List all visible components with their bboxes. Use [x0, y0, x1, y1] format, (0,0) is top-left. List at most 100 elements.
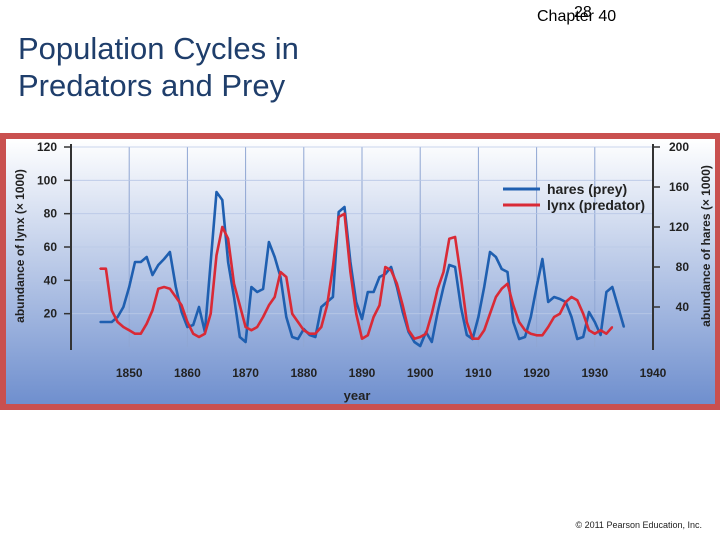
hares-data-point	[273, 256, 276, 258]
lynx-data-point	[483, 329, 486, 332]
hares-data-point	[460, 306, 462, 308]
lynx-data-point	[320, 326, 323, 328]
hares-data-point	[238, 336, 241, 338]
hares-series-line	[100, 190, 626, 348]
hares-data-point	[198, 306, 200, 308]
y-axis-label-left: abundance of lynx (× 1000)	[13, 169, 27, 323]
lynx-data-point	[163, 286, 166, 288]
lynx-data-point	[500, 287, 503, 290]
lynx-data-point	[442, 271, 445, 273]
lynx-data-point	[425, 332, 427, 335]
hares-data-point	[506, 271, 509, 273]
hares-data-point	[430, 341, 433, 343]
hares-data-point	[529, 316, 532, 318]
x-axis-label: year	[344, 388, 371, 403]
lynx-data-point	[588, 329, 590, 332]
hares-data-point	[419, 345, 422, 347]
lynx-data-point	[267, 304, 270, 307]
lynx-data-point	[390, 269, 392, 272]
lynx-data-point	[599, 329, 602, 332]
lynx-data-point	[314, 332, 317, 335]
lynx-data-point	[128, 329, 131, 332]
y-tick-label: 120	[37, 140, 57, 154]
lynx-data-point	[116, 321, 119, 323]
hares-data-point	[128, 286, 131, 288]
lynx-data-point	[471, 337, 474, 340]
lynx-data-point	[337, 216, 340, 218]
lynx-data-point	[506, 282, 509, 285]
hares-data-point	[588, 311, 590, 313]
x-tick-label: 1940	[640, 366, 667, 380]
chapter-label: Chapter 40	[537, 8, 617, 25]
x-tick-label: 1900	[407, 366, 434, 380]
slide-title: Population Cycles in Predators and Prey	[18, 31, 299, 103]
lynx-data-point	[256, 326, 259, 328]
lynx-data-point	[558, 312, 561, 315]
hares-data-point	[489, 251, 491, 253]
lynx-data-point	[419, 336, 422, 338]
lynx-data-point	[110, 309, 113, 312]
hares-data-point	[558, 298, 561, 300]
legend: hares (prey)lynx (predator)	[503, 181, 645, 213]
hares-data-point	[361, 318, 363, 320]
lynx-data-point	[169, 287, 171, 290]
x-tick-label: 1860	[174, 366, 201, 380]
hares-data-point	[454, 266, 457, 268]
lynx-data-point	[192, 332, 195, 335]
hares-data-point	[605, 291, 608, 293]
hares-data-point	[244, 341, 247, 343]
lynx-data-point	[489, 312, 491, 315]
hares-data-point	[186, 326, 189, 328]
hares-data-point	[233, 296, 235, 298]
x-tick-label: 1880	[290, 366, 317, 380]
hares-data-point	[267, 241, 270, 243]
x-tick-label: 1930	[581, 366, 608, 380]
hares-data-point	[378, 276, 381, 278]
x-tick-label: 1870	[232, 366, 259, 380]
lynx-data-point	[477, 337, 480, 340]
lynx-data-point	[250, 329, 253, 332]
lynx-data-point	[285, 276, 288, 278]
y-axis-label-right: abundance of hares (× 1000)	[699, 165, 713, 327]
y-tick-label: 80	[44, 207, 58, 221]
x-tick-label: 1920	[523, 366, 550, 380]
hares-data-point	[465, 334, 468, 336]
hares-data-point	[209, 261, 212, 263]
lynx-data-point	[302, 329, 305, 332]
slide-number: 28	[574, 4, 592, 21]
lynx-data-point	[186, 321, 189, 323]
lynx-data-point	[372, 316, 375, 318]
lynx-data-point	[361, 337, 363, 340]
hares-data-point	[169, 251, 171, 253]
lynx-data-point	[209, 312, 212, 315]
y-tick-label: 100	[37, 173, 57, 187]
hares-data-point	[582, 336, 585, 338]
lynx-data-point	[611, 326, 614, 328]
hares-data-point	[477, 316, 480, 318]
hares-data-point	[163, 258, 166, 260]
lynx-data-point	[291, 312, 294, 315]
lynx-data-point	[215, 254, 218, 257]
lynx-data-point	[134, 332, 136, 335]
hares-data-point	[366, 291, 369, 293]
hares-data-point	[116, 316, 119, 318]
lynx-data-point	[564, 301, 567, 303]
hares-data-point	[535, 286, 538, 288]
y-tick-label: 40	[44, 273, 58, 287]
lynx-data-point	[227, 237, 230, 240]
hares-data-point	[541, 258, 544, 260]
lynx-data-point	[366, 334, 369, 337]
lynx-data-point	[553, 316, 555, 318]
lynx-data-point	[384, 266, 387, 268]
hares-data-point	[174, 286, 177, 288]
lynx-data-point	[157, 287, 160, 290]
lynx-data-point	[238, 304, 241, 307]
hares-data-point	[343, 206, 346, 208]
hares-data-point	[256, 291, 259, 293]
lynx-data-point	[593, 332, 596, 335]
y-tick-label: 60	[44, 240, 58, 254]
copyright-notice: © 2011 Pearson Education, Inc.	[575, 520, 702, 530]
hares-data-point	[139, 261, 142, 263]
lynx-data-point	[576, 299, 579, 302]
y2-tick-label: 200	[669, 140, 689, 154]
